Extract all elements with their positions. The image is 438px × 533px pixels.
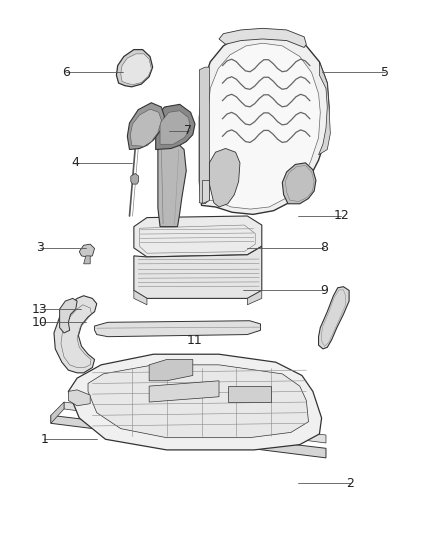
Polygon shape	[283, 163, 316, 204]
Polygon shape	[155, 104, 195, 150]
Polygon shape	[134, 246, 262, 298]
Text: 13: 13	[32, 303, 48, 316]
Polygon shape	[54, 296, 97, 373]
Polygon shape	[202, 180, 209, 203]
Text: 12: 12	[333, 209, 349, 222]
Polygon shape	[149, 360, 193, 381]
Polygon shape	[134, 290, 147, 305]
Text: 7: 7	[184, 124, 192, 138]
Polygon shape	[134, 216, 262, 257]
Text: 4: 4	[71, 156, 79, 169]
Polygon shape	[84, 256, 90, 264]
Polygon shape	[131, 109, 161, 147]
Polygon shape	[88, 365, 308, 438]
Polygon shape	[95, 321, 261, 337]
Polygon shape	[207, 43, 320, 209]
Polygon shape	[64, 402, 326, 443]
Polygon shape	[199, 33, 329, 214]
Text: 3: 3	[36, 241, 44, 254]
Text: 8: 8	[320, 241, 328, 254]
Polygon shape	[131, 173, 139, 184]
Polygon shape	[121, 54, 151, 85]
Polygon shape	[209, 149, 240, 207]
Polygon shape	[318, 287, 349, 349]
Polygon shape	[158, 146, 186, 227]
Polygon shape	[51, 415, 326, 458]
Polygon shape	[79, 244, 95, 257]
Polygon shape	[117, 50, 152, 87]
Polygon shape	[228, 386, 272, 402]
Polygon shape	[68, 390, 90, 406]
Text: 11: 11	[187, 334, 203, 348]
Polygon shape	[51, 402, 64, 423]
Text: 5: 5	[381, 66, 389, 79]
Polygon shape	[160, 111, 191, 144]
Text: 10: 10	[32, 316, 48, 329]
Polygon shape	[68, 354, 321, 450]
Text: 2: 2	[346, 477, 354, 490]
Polygon shape	[149, 381, 219, 402]
Polygon shape	[247, 290, 262, 305]
Text: 1: 1	[40, 433, 48, 446]
Polygon shape	[318, 62, 330, 155]
Polygon shape	[60, 298, 77, 333]
Text: 6: 6	[62, 66, 70, 79]
Text: 9: 9	[320, 284, 328, 297]
Polygon shape	[219, 28, 306, 47]
Polygon shape	[199, 67, 209, 204]
Polygon shape	[127, 103, 164, 150]
